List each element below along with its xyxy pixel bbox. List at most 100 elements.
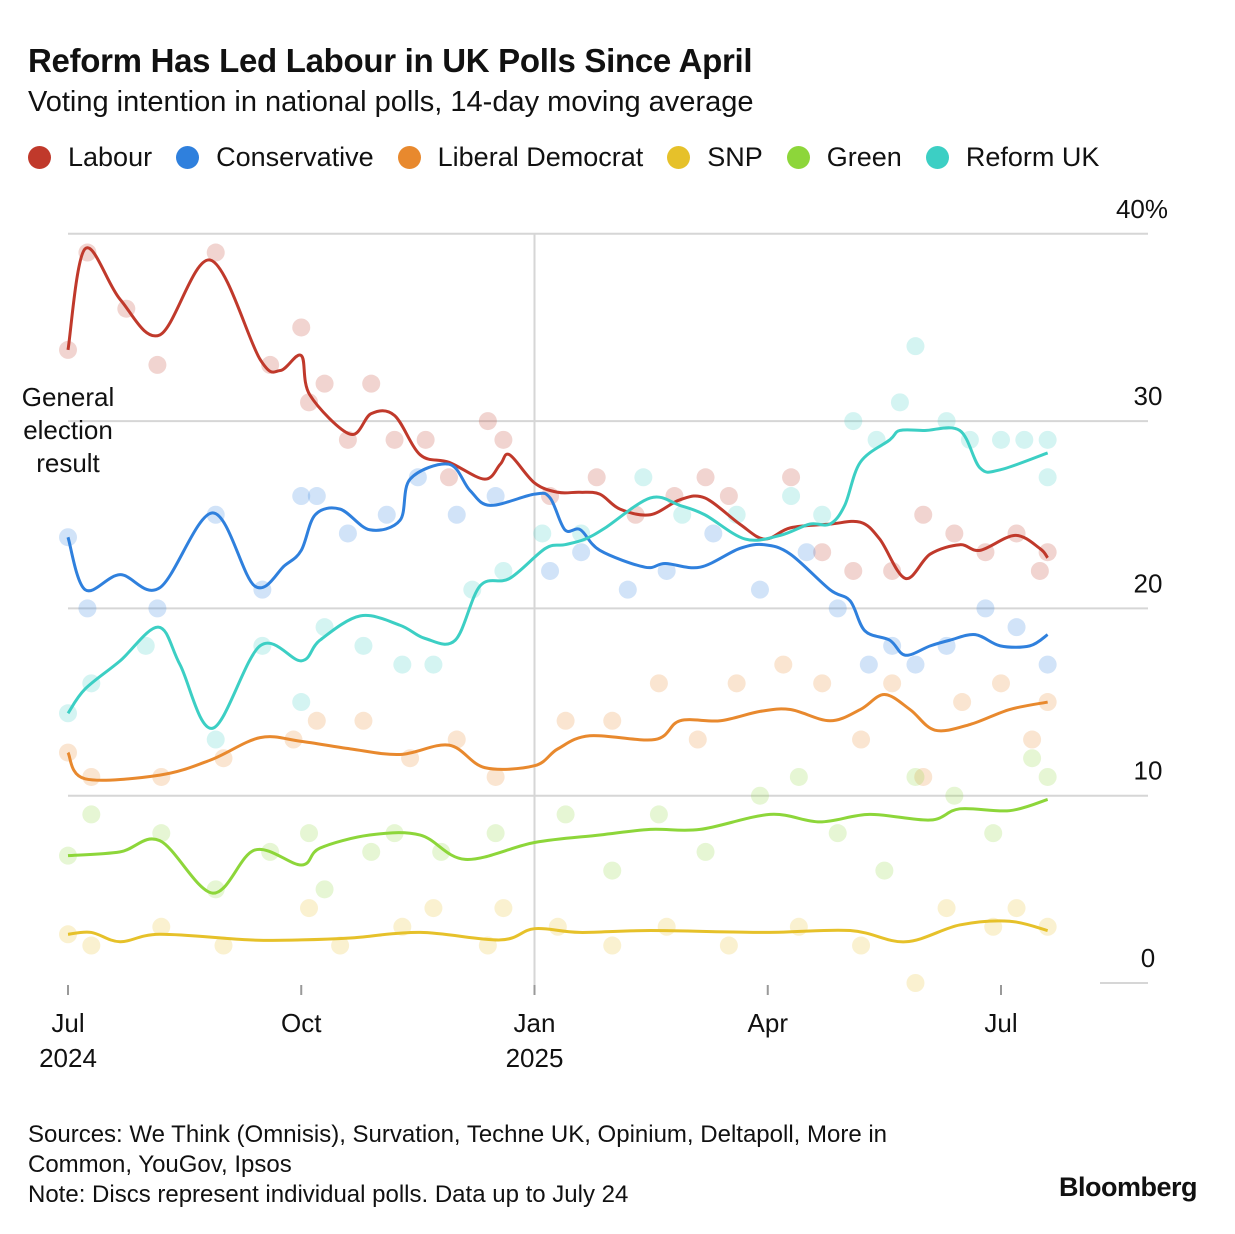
- poll-dot-green: [649, 805, 668, 824]
- poll-dot-reform-uk: [813, 505, 832, 524]
- poll-dot-green: [984, 824, 1003, 843]
- poll-dot-green: [696, 842, 715, 861]
- poll-dot-conservative: [408, 468, 427, 487]
- x-tick-label: Jan: [514, 1008, 556, 1038]
- poll-dot-liberal-democrat: [774, 655, 793, 674]
- legend: Labour Conservative Liberal Democrat SNP Gre…: [28, 142, 1123, 173]
- poll-dot-liberal-democrat: [354, 711, 373, 730]
- legend-label: Reform UK: [965, 142, 1100, 172]
- poll-dot-green: [556, 805, 575, 824]
- series-line-snp: [67, 919, 1049, 944]
- poll-dot-green: [906, 767, 925, 786]
- poll-dot-green: [945, 786, 964, 805]
- poll-dot-labour: [1038, 543, 1057, 562]
- poll-dot-green: [315, 880, 334, 899]
- poll-dot-liberal-democrat: [992, 674, 1010, 693]
- poll-dot-conservative: [750, 580, 769, 599]
- poll-dot-liberal-democrat: [556, 711, 575, 730]
- poll-dot-conservative: [906, 655, 925, 674]
- poll-dot-reform-uk: [206, 730, 225, 749]
- poll-dot-reform-uk: [494, 561, 513, 580]
- poll-dot-reform-uk: [673, 505, 692, 524]
- poll-dot-liberal-democrat: [953, 693, 972, 712]
- y-tick-label: 10: [1134, 756, 1163, 786]
- poll-dot-green: [789, 767, 808, 786]
- legend-item: Green: [786, 142, 902, 173]
- poll-dot-labour: [1030, 561, 1049, 580]
- legend-swatch: [786, 146, 810, 169]
- poll-dot-snp: [331, 936, 350, 955]
- series-line-reform-uk: [66, 426, 1049, 730]
- poll-dot-conservative: [541, 561, 560, 580]
- poll-dot-snp: [906, 974, 925, 992]
- poll-dot-liberal-democrat: [486, 767, 505, 786]
- poll-dot-labour: [813, 543, 832, 562]
- poll-dot-reform-uk: [1038, 430, 1057, 449]
- legend-item: Liberal Democrat: [397, 142, 643, 173]
- poll-dot-conservative: [618, 580, 637, 599]
- poll-dot-labour: [416, 430, 435, 449]
- poll-dot-reform-uk: [1015, 430, 1034, 449]
- annotation-text: result: [36, 448, 100, 478]
- poll-dot-labour: [315, 374, 334, 393]
- x-tick-year: 2024: [39, 1043, 97, 1073]
- y-tick-label: 40%: [1116, 194, 1168, 224]
- poll-dot-labour: [719, 487, 738, 506]
- poll-dot-conservative: [1007, 618, 1026, 637]
- poll-dot-labour: [362, 374, 381, 393]
- poll-dot-green: [750, 786, 769, 805]
- poll-dot-reform-uk: [782, 487, 801, 506]
- series-line-conservative: [66, 462, 1049, 657]
- poll-dot-snp: [494, 899, 513, 918]
- poll-dot-labour: [148, 355, 167, 374]
- poll-dot-conservative: [704, 524, 723, 543]
- note-text: Note: Discs represent individual polls. …: [28, 1181, 629, 1208]
- poll-dot-reform-uk: [292, 693, 311, 712]
- poll-dot-green: [1038, 767, 1057, 786]
- poll-dot-conservative: [307, 487, 326, 506]
- y-tick-label: 30: [1134, 381, 1163, 411]
- poll-dot-conservative: [377, 505, 396, 524]
- x-tick-year: 2025: [506, 1043, 564, 1073]
- poll-dot-labour: [782, 468, 801, 487]
- poll-dot-liberal-democrat: [82, 767, 101, 786]
- legend-swatch: [28, 146, 51, 169]
- poll-dot-snp: [603, 936, 622, 955]
- poll-dot-reform-uk: [393, 655, 412, 674]
- poll-dot-labour: [696, 468, 715, 487]
- poll-dot-green: [875, 861, 894, 880]
- poll-dot-green: [1023, 749, 1042, 768]
- poll-dot-snp: [300, 899, 319, 918]
- y-tick-label: 0: [1141, 943, 1155, 973]
- poll-dot-reform-uk: [906, 337, 925, 356]
- poll-dot-reform-uk: [533, 524, 552, 543]
- poll-dot-labour: [844, 561, 863, 580]
- poll-dot-snp: [214, 936, 233, 955]
- poll-dot-reform-uk: [992, 430, 1010, 449]
- poll-dot-conservative: [828, 599, 847, 618]
- legend-item: Reform UK: [925, 142, 1100, 173]
- poll-dot-reform-uk: [1038, 468, 1057, 487]
- poll-dot-conservative: [447, 505, 466, 524]
- poll-dot-reform-uk: [634, 468, 653, 487]
- y-tick-label: 20: [1134, 568, 1163, 598]
- x-tick-label: Jul: [984, 1008, 1017, 1038]
- poll-dot-snp: [1038, 917, 1057, 936]
- poll-dot-snp: [852, 936, 871, 955]
- legend-item: SNP: [667, 142, 763, 173]
- chart-title: Reform Has Led Labour in UK Polls Since …: [28, 42, 753, 79]
- poll-dot-snp: [719, 936, 738, 955]
- poll-dot-liberal-democrat: [813, 674, 832, 693]
- poll-dot-labour: [439, 468, 458, 487]
- poll-dot-green: [82, 805, 101, 824]
- poll-dot-liberal-democrat: [214, 749, 233, 768]
- poll-dot-conservative: [292, 487, 311, 506]
- poll-dot-green: [486, 824, 505, 843]
- legend-swatch: [925, 146, 949, 169]
- legend-label: Labour: [68, 142, 153, 172]
- poll-dot-green: [828, 824, 847, 843]
- poll-dot-conservative: [883, 636, 902, 655]
- poll-dot-snp: [82, 936, 101, 955]
- poll-dot-reform-uk: [937, 412, 956, 431]
- poll-dot-liberal-democrat: [307, 711, 326, 730]
